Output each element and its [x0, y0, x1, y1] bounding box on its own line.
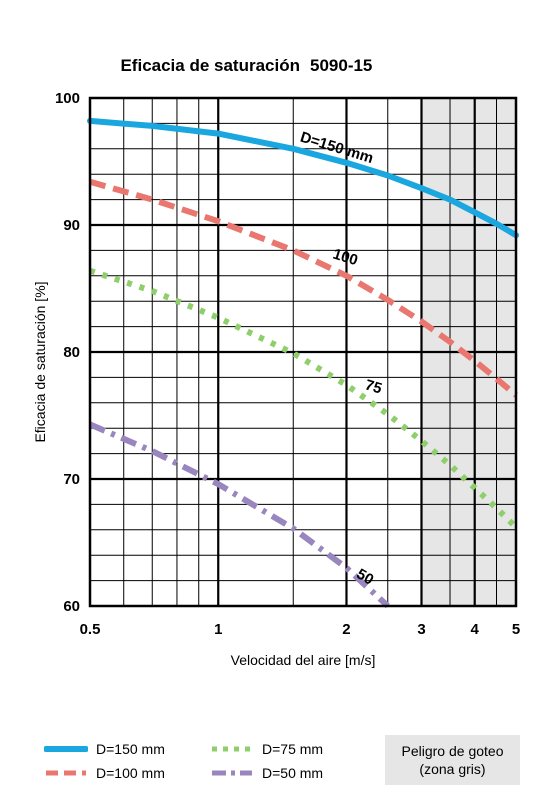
- y-tick-label: 100: [55, 90, 80, 107]
- legend-swatch-100: [46, 770, 86, 776]
- legend-label-150: D=150 mm: [96, 741, 165, 757]
- series-inline-label-100: 100: [331, 246, 360, 270]
- x-tick-label: 3: [417, 621, 425, 638]
- x-tick-label: 4: [471, 621, 480, 638]
- legend-swatch-75: [212, 746, 252, 752]
- legend-swatch-150: [44, 746, 88, 752]
- x-axis-label: Velocidad del aire [m/s]: [231, 652, 376, 668]
- legend-label-75: D=75 mm: [262, 741, 324, 757]
- series-line-100: [89, 178, 518, 398]
- drip-zone-label-line1: Peligro de goteo: [401, 743, 504, 759]
- plot-frame: [88, 96, 518, 608]
- chart: Eficacia de saturación 5090-15 Velocidad…: [32, 56, 520, 668]
- legend-swatch-50: [212, 770, 252, 776]
- x-tick-label: 5: [512, 621, 520, 638]
- series-inline-label-50: 50: [354, 566, 377, 589]
- y-tick-label: 80: [63, 344, 80, 361]
- series-line-75: [89, 267, 519, 530]
- chart-model: 5090-15: [310, 56, 372, 75]
- series-line-50: [88, 421, 390, 609]
- x-tick-label: 0.5: [80, 621, 101, 638]
- drip-zone-legend: Peligro de goteo (zona gris): [385, 735, 520, 785]
- series-line-150: [87, 117, 519, 239]
- legend-item-100: D=100 mm: [44, 765, 165, 781]
- y-tick-label: 70: [63, 471, 80, 488]
- legend-label-100: D=100 mm: [96, 765, 165, 781]
- y-tick-label: 60: [63, 598, 80, 615]
- y-tick-label: 90: [63, 217, 80, 234]
- chart-title: Eficacia de saturación: [120, 56, 300, 75]
- legend-item-150: D=150 mm: [44, 741, 165, 757]
- legend: D=150 mm D=100 mm D=75 mm D=50 mm Peligr…: [32, 735, 522, 790]
- x-tick-label: 2: [342, 621, 350, 638]
- x-tick-label: 1: [214, 621, 222, 638]
- legend-item-50: D=50 mm: [210, 765, 323, 781]
- drip-zone-label-line2: (zona gris): [419, 761, 486, 777]
- legend-label-50: D=50 mm: [262, 765, 324, 781]
- legend-item-75: D=75 mm: [210, 741, 323, 757]
- series-inline-label-75: 75: [363, 376, 384, 397]
- y-axis-label: Eficacia de saturación [%]: [32, 281, 48, 442]
